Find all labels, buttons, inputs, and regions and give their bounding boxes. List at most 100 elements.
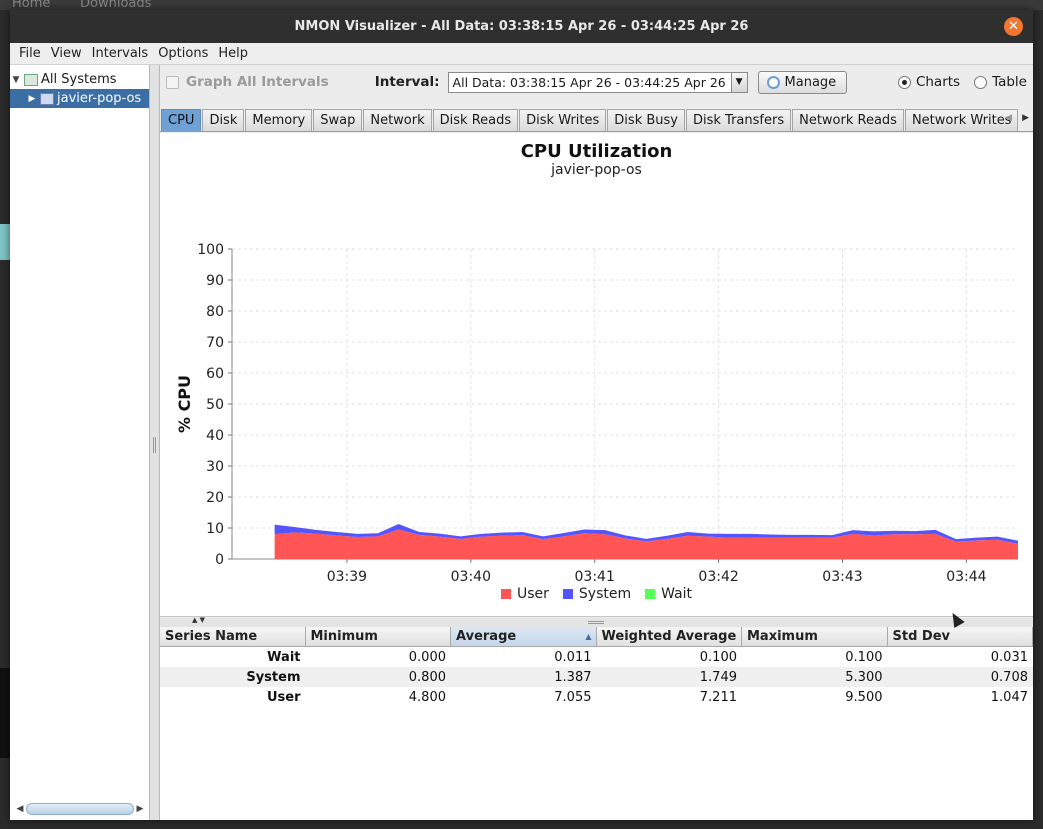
tab-network-writes[interactable]: Network Writes [904, 109, 1019, 131]
background-tab-downloads: Downloads [80, 0, 152, 11]
nmon-window: NMON Visualizer - All Data: 03:38:15 Apr… [10, 10, 1033, 820]
table-body: Wait 0.000 0.011 0.100 0.100 0.031 System 0.800… [160, 647, 1033, 707]
cpu-chart: CPU Utilization javier-pop-os 0 10 20 30 40 5… [160, 133, 1033, 617]
legend-swatch-system [562, 589, 573, 599]
scroll-thumb[interactable] [26, 803, 134, 815]
chevron-down-icon[interactable]: ▼ [730, 72, 747, 92]
legend-swatch-user [500, 589, 511, 599]
scroll-right-icon[interactable]: ▶ [136, 804, 144, 814]
interval-select[interactable]: All Data: 03:38:15 Apr 26 - 03:44:25 Apr… [447, 71, 748, 93]
table-header: Series Name Minimum Average ▲ Weighted Av… [160, 627, 1033, 647]
menu-help[interactable]: Help [218, 46, 248, 61]
tree-horizontal-scrollbar[interactable]: ◀ ▶ [14, 802, 146, 816]
table-cell-series-name: System [246, 669, 301, 685]
close-button[interactable]: ✕ [1004, 17, 1023, 36]
table-cell-value: 0.708 [990, 669, 1028, 685]
y-tick-label: 10 [206, 521, 224, 537]
column-minimum[interactable]: Minimum [306, 627, 451, 646]
table-cell-value: 7.211 [699, 689, 737, 705]
radio-selected-icon[interactable] [897, 75, 911, 89]
table-cell-value: 0.011 [554, 649, 592, 665]
radio-unselected-icon[interactable] [974, 75, 988, 89]
table-cell-value: 0.800 [408, 669, 446, 685]
systems-icon [24, 73, 38, 86]
tab-network-reads[interactable]: Network Reads [792, 109, 904, 131]
table-cell-value: 0.000 [408, 649, 446, 665]
splitter-arrows-icon[interactable]: ▲ ▼ [192, 616, 205, 624]
tree-item-all-systems[interactable]: ▼ All Systems [10, 70, 149, 89]
menu-options[interactable]: Options [158, 46, 209, 61]
tab-network[interactable]: Network [363, 109, 432, 131]
chart-legend: User System Wait [160, 586, 1033, 602]
splitter-grip[interactable] [153, 437, 156, 453]
tab-disk-busy[interactable]: Disk Busy [607, 109, 685, 131]
y-tick-label: 100 [197, 242, 224, 258]
table-cell-series-name: Wait [267, 649, 301, 665]
tab-scroll-right-icon[interactable]: ▶ [1022, 113, 1029, 123]
table-cell-value: 1.387 [554, 669, 592, 685]
table-row[interactable]: User 4.800 7.055 7.211 9.500 1.047 [160, 687, 1033, 707]
column-series-name[interactable]: Series Name [160, 627, 306, 646]
x-tick-label: 03:44 [946, 569, 986, 585]
menu-view[interactable]: View [50, 46, 82, 61]
table-radio-label: Table [992, 74, 1027, 90]
table-row[interactable]: Wait 0.000 0.011 0.100 0.100 0.031 [160, 647, 1033, 667]
scroll-left-icon[interactable]: ◀ [16, 804, 24, 814]
window-titlebar[interactable]: NMON Visualizer - All Data: 03:38:15 Apr… [10, 10, 1033, 43]
tab-disk-reads[interactable]: Disk Reads [432, 109, 519, 131]
table-cell-value: 4.800 [408, 689, 446, 705]
computer-icon [40, 92, 54, 105]
column-weighted-average[interactable]: Weighted Average [597, 627, 742, 646]
tree-label-all-systems: All Systems [41, 72, 117, 87]
y-tick-label: 40 [206, 428, 224, 444]
legend-swatch-wait [645, 589, 656, 599]
splitter-grip[interactable] [588, 621, 604, 624]
interval-toolbar: Graph All Intervals Interval: All Data: … [160, 65, 1033, 99]
chart-table-splitter[interactable]: ▲ ▼ [160, 616, 1033, 627]
table-cell-series-name: User [266, 689, 301, 705]
table-cell-value: 0.100 [845, 649, 883, 665]
table-cell-value: 0.031 [990, 649, 1028, 665]
table-cell-value: 1.047 [990, 689, 1028, 705]
tab-disk[interactable]: Disk [202, 109, 245, 131]
vertical-splitter[interactable] [150, 65, 160, 820]
tab-disk-writes[interactable]: Disk Writes [519, 109, 607, 131]
expand-right-icon[interactable]: ▶ [28, 93, 36, 104]
tree-item-javier-pop-os[interactable]: ▶ javier-pop-os [10, 89, 149, 108]
expand-down-icon[interactable]: ▼ [12, 74, 20, 85]
table-cell-value: 5.300 [845, 669, 883, 685]
column-std-dev[interactable]: Std Dev [888, 627, 1033, 646]
system-tree: ▼ All Systems ▶ javier-pop-os ◀ ▶ [10, 65, 150, 820]
close-icon: ✕ [1008, 19, 1019, 34]
interval-select-value: All Data: 03:38:15 Apr 26 - 03:44:25 Apr… [452, 74, 726, 90]
charts-radio[interactable]: Charts [897, 74, 960, 90]
table-cell-value: 0.100 [699, 649, 737, 665]
graph-all-intervals-checkbox[interactable] [166, 75, 179, 89]
chart-title: CPU Utilization [520, 141, 673, 162]
manage-button[interactable]: Manage [757, 70, 848, 94]
chart-subtitle: javier-pop-os [551, 162, 642, 178]
y-tick-label: 30 [206, 459, 224, 475]
tab-scroll-left-icon[interactable]: ◀ [1005, 113, 1013, 123]
table-radio[interactable]: Table [974, 74, 1027, 90]
tab-cpu[interactable]: CPU [161, 109, 202, 131]
legend-label-user: User [516, 586, 549, 602]
table-row[interactable]: System 0.800 1.387 1.749 5.300 0.708 [160, 667, 1033, 687]
y-axis-label: % CPU [175, 375, 194, 433]
window-title: NMON Visualizer - All Data: 03:38:15 Apr… [294, 19, 749, 34]
y-tick-label: 0 [215, 552, 224, 568]
clock-icon [766, 75, 780, 89]
sort-ascending-icon: ▲ [585, 632, 592, 641]
menu-file[interactable]: File [19, 46, 41, 61]
chart-tabs: CPU Disk Memory Swap Network Disk Reads … [160, 109, 1033, 132]
tab-swap[interactable]: Swap [313, 109, 363, 131]
tab-memory[interactable]: Memory [245, 109, 313, 131]
menu-bar: File View Intervals Options Help [10, 43, 1033, 65]
interval-label: Interval: [374, 74, 440, 90]
tab-disk-transfers[interactable]: Disk Transfers [685, 109, 792, 131]
column-maximum[interactable]: Maximum [742, 627, 888, 646]
menu-intervals[interactable]: Intervals [91, 46, 149, 61]
column-average[interactable]: Average ▲ [451, 627, 597, 646]
column-average-label: Average [456, 629, 517, 644]
view-mode-radio-group: Charts Table [897, 74, 1027, 90]
